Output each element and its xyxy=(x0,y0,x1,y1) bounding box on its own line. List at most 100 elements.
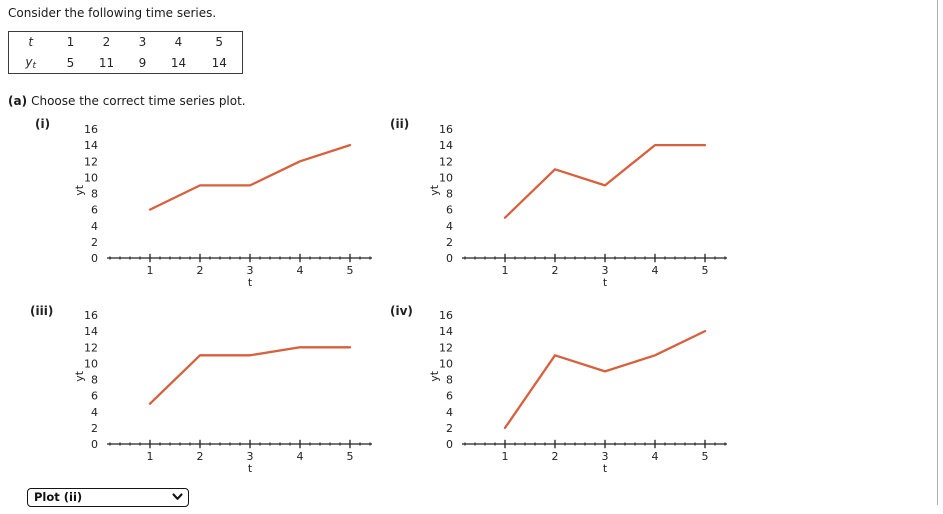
svg-text:5: 5 xyxy=(347,264,354,277)
time-series-table: t 1 2 3 4 5 yt 5 11 9 14 14 xyxy=(8,31,243,74)
svg-text:14: 14 xyxy=(439,139,453,152)
svg-text:3: 3 xyxy=(247,264,254,277)
y-cell-3: 9 xyxy=(138,55,147,70)
svg-text:5: 5 xyxy=(702,450,709,463)
svg-text:12: 12 xyxy=(439,155,453,168)
svg-text:4: 4 xyxy=(297,450,304,463)
svg-text:1: 1 xyxy=(147,450,154,463)
table-row-t: t 1 2 3 4 5 xyxy=(9,32,243,53)
svg-text:t: t xyxy=(603,462,608,474)
svg-text:yt: yt xyxy=(73,184,86,196)
plot-answer-select[interactable]: Plot (ii) xyxy=(27,488,189,507)
yt-base: y xyxy=(25,54,33,69)
svg-text:10: 10 xyxy=(84,171,98,184)
svg-text:4: 4 xyxy=(297,264,304,277)
svg-text:4: 4 xyxy=(446,220,453,233)
svg-text:16: 16 xyxy=(439,123,453,136)
svg-text:5: 5 xyxy=(702,264,709,277)
y-cell-1: 5 xyxy=(66,55,75,70)
svg-text:yt: yt xyxy=(428,184,441,196)
svg-text:4: 4 xyxy=(652,450,659,463)
svg-text:2: 2 xyxy=(446,236,453,249)
part-a-prompt: (a) Choose the correct time series plot. xyxy=(8,94,246,108)
svg-text:1: 1 xyxy=(147,264,154,277)
t-cell-4: 4 xyxy=(174,35,183,50)
svg-text:0: 0 xyxy=(446,252,453,265)
svg-text:4: 4 xyxy=(446,406,453,419)
chart-iii-plot: 0 2 4 6 8 10 12 14 16 yt 1 2 3 4 5 t xyxy=(70,308,382,474)
page-right-divider xyxy=(937,0,938,505)
chart-iv-plot: 0 2 4 6 8 10 12 14 16 yt 1 2 3 4 5 t xyxy=(425,308,737,474)
svg-text:3: 3 xyxy=(247,450,254,463)
svg-text:2: 2 xyxy=(91,422,98,435)
chart-i-label: (i) xyxy=(35,117,51,131)
svg-text:8: 8 xyxy=(91,188,98,201)
svg-text:8: 8 xyxy=(91,374,98,387)
svg-text:16: 16 xyxy=(84,123,98,136)
part-a-text: Choose the correct time series plot. xyxy=(31,94,246,108)
t-cell-1: 1 xyxy=(66,35,75,50)
chart-iv-label: (iv) xyxy=(390,304,413,318)
svg-text:2: 2 xyxy=(197,450,204,463)
svg-text:t: t xyxy=(603,276,608,288)
y-cell-5: 14 xyxy=(211,55,227,70)
table-row-yt: yt 5 11 9 14 14 xyxy=(9,53,243,74)
t-cell-5: 5 xyxy=(215,35,224,50)
svg-text:14: 14 xyxy=(84,325,98,338)
svg-text:2: 2 xyxy=(446,422,453,435)
question-intro: Consider the following time series. xyxy=(8,6,217,20)
svg-text:16: 16 xyxy=(439,309,453,322)
svg-text:4: 4 xyxy=(652,264,659,277)
svg-text:12: 12 xyxy=(439,341,453,354)
svg-text:12: 12 xyxy=(84,155,98,168)
svg-text:2: 2 xyxy=(552,264,559,277)
svg-text:14: 14 xyxy=(439,325,453,338)
svg-text:8: 8 xyxy=(446,188,453,201)
svg-text:4: 4 xyxy=(91,406,98,419)
chart-ii-plot: 0 2 4 6 8 10 12 14 16 yt 1 2 3 4 5 t xyxy=(425,122,737,288)
svg-text:12: 12 xyxy=(84,341,98,354)
svg-text:t: t xyxy=(248,276,253,288)
row-label-t: t xyxy=(28,35,34,50)
row-label-yt: yt xyxy=(9,53,53,74)
svg-text:6: 6 xyxy=(91,390,98,403)
svg-text:yt: yt xyxy=(73,370,86,382)
svg-text:0: 0 xyxy=(446,438,453,451)
svg-text:yt: yt xyxy=(428,370,441,382)
svg-text:16: 16 xyxy=(84,309,98,322)
svg-text:1: 1 xyxy=(502,450,509,463)
answer-dropdown-wrap: Plot (ii) xyxy=(27,488,189,507)
svg-text:0: 0 xyxy=(91,438,98,451)
svg-text:6: 6 xyxy=(446,390,453,403)
svg-text:8: 8 xyxy=(446,374,453,387)
svg-text:1: 1 xyxy=(502,264,509,277)
svg-text:5: 5 xyxy=(347,450,354,463)
part-a-label: (a) xyxy=(8,94,28,108)
svg-text:6: 6 xyxy=(446,204,453,217)
svg-text:2: 2 xyxy=(91,236,98,249)
svg-text:6: 6 xyxy=(91,204,98,217)
svg-text:10: 10 xyxy=(439,171,453,184)
svg-text:t: t xyxy=(248,462,253,474)
svg-text:2: 2 xyxy=(197,264,204,277)
svg-text:2: 2 xyxy=(552,450,559,463)
y-cell-4: 14 xyxy=(170,55,187,70)
chart-i-plot: 0 2 4 6 8 10 12 14 16 yt 1 2 3 4 5 t xyxy=(70,122,382,288)
yt-sub: t xyxy=(32,60,37,71)
chart-ii-label: (ii) xyxy=(390,117,410,131)
svg-text:0: 0 xyxy=(91,252,98,265)
svg-text:10: 10 xyxy=(84,357,98,370)
svg-text:14: 14 xyxy=(84,139,98,152)
t-cell-2: 2 xyxy=(102,35,111,50)
svg-text:3: 3 xyxy=(602,264,609,277)
y-cell-2: 11 xyxy=(98,55,115,70)
svg-text:10: 10 xyxy=(439,357,453,370)
svg-text:3: 3 xyxy=(602,450,609,463)
chart-iii-label: (iii) xyxy=(30,304,54,318)
t-cell-3: 3 xyxy=(138,35,147,50)
